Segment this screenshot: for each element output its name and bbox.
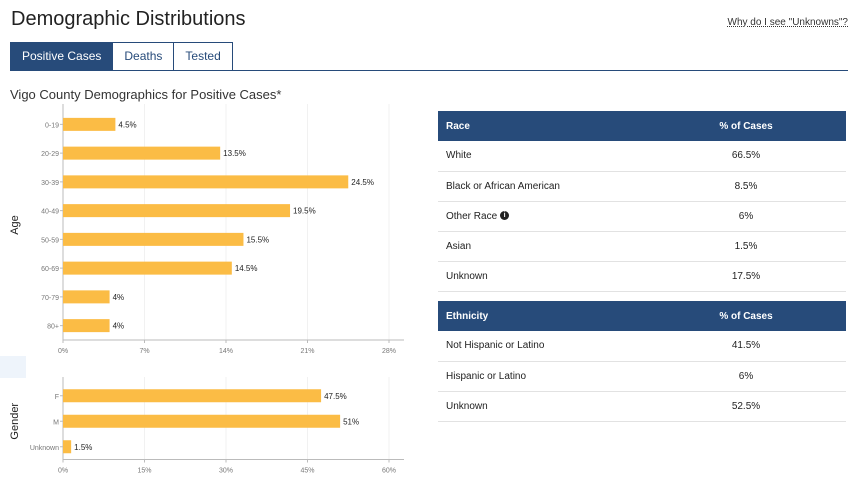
ethnicity-name: Hispanic or Latino: [438, 361, 646, 392]
data-label: 4%: [113, 322, 125, 331]
race-table: Race % of Cases White 66.5% Black or Afr…: [438, 111, 846, 292]
data-label: 13.5%: [223, 149, 246, 158]
data-label: 24.5%: [351, 178, 374, 187]
data-label: 19.5%: [293, 207, 316, 216]
tick-label: 21%: [300, 348, 314, 355]
bar: [63, 319, 110, 333]
data-label: 14.5%: [235, 264, 258, 273]
ethnicity-name: Unknown: [438, 391, 646, 422]
category-label: 40-49: [41, 209, 59, 216]
y-axis-title: Age: [9, 215, 21, 235]
category-label: 70-79: [41, 295, 59, 302]
tick-label: 15%: [137, 468, 151, 475]
category-label: F: [55, 394, 59, 401]
tab-deaths[interactable]: Deaths: [112, 42, 175, 71]
category-label: M: [53, 419, 59, 426]
info-icon[interactable]: i: [500, 211, 510, 221]
scroll-strip: [0, 356, 26, 378]
race-pct: 1.5%: [646, 231, 846, 262]
bar: [63, 232, 244, 246]
ethnicity-pct: 41.5%: [646, 331, 846, 362]
tick-label: 7%: [139, 348, 149, 355]
race-name: Other Race: [446, 210, 498, 222]
data-label: 4.5%: [118, 120, 136, 129]
bar: [63, 117, 116, 131]
tick-label: 60%: [382, 468, 396, 475]
bar: [63, 261, 232, 275]
ethnicity-column-header: Ethnicity: [438, 301, 646, 331]
bar: [63, 290, 110, 304]
tick-label: 30%: [219, 468, 233, 475]
category-label: Unknown: [30, 445, 59, 452]
category-label: 0-19: [45, 122, 59, 129]
table-row: Not Hispanic or Latino 41.5%: [438, 331, 846, 362]
page-title: Demographic Distributions: [11, 8, 246, 30]
tick-label: 14%: [219, 348, 233, 355]
table-row: Black or African American 8.5%: [438, 171, 846, 202]
bar: [63, 146, 221, 160]
category-label: 60-69: [41, 266, 59, 273]
tick-label: 0%: [58, 348, 68, 355]
age-chart: 0-19 4.5% 20-29 13.5% 30-39 24.5% 40-49 19.5% 50…: [9, 104, 404, 355]
race-pct-column-header: % of Cases: [646, 111, 846, 141]
table-row: Unknown 17.5%: [438, 261, 846, 292]
tab-positive-cases[interactable]: Positive Cases: [10, 42, 114, 71]
table-row: Other Race i 6%: [438, 201, 846, 232]
race-table-header: Race % of Cases: [438, 111, 846, 141]
race-name: Unknown: [438, 261, 646, 292]
tick-label: 28%: [382, 348, 396, 355]
race-pct: 66.5%: [646, 141, 846, 172]
table-row: Hispanic or Latino 6%: [438, 361, 846, 392]
table-row: White 66.5%: [438, 141, 846, 172]
data-label: 1.5%: [74, 443, 92, 452]
race-pct: 8.5%: [646, 171, 846, 202]
bar: [63, 175, 349, 189]
category-label: 30-39: [41, 180, 59, 187]
category-label: 20-29: [41, 151, 59, 158]
gender-chart: F 47.5% M 51% Unknown 1.5% 0% 15% 30% 45% 60% Gende…: [9, 377, 404, 475]
ethnicity-pct-column-header: % of Cases: [646, 301, 846, 331]
race-column-header: Race: [438, 111, 646, 141]
bar: [63, 389, 322, 403]
ethnicity-pct: 6%: [646, 361, 846, 392]
race-name: Asian: [438, 231, 646, 262]
bar: [63, 440, 72, 454]
ethnicity-pct: 52.5%: [646, 391, 846, 422]
race-name: Black or African American: [438, 171, 646, 202]
table-row: Asian 1.5%: [438, 231, 846, 262]
ethnicity-table-header: Ethnicity % of Cases: [438, 301, 846, 331]
data-label: 4%: [113, 293, 125, 302]
bar: [63, 204, 291, 218]
data-label: 51%: [343, 417, 359, 426]
data-label: 15.5%: [246, 235, 269, 244]
section-title: Vigo County Demographics for Positive Ca…: [10, 87, 282, 102]
unknowns-help-link[interactable]: Why do I see "Unknowns"?: [727, 17, 849, 28]
y-axis-title: Gender: [9, 403, 21, 440]
race-pct: 6%: [646, 201, 846, 232]
race-name-cell: Other Race i: [438, 201, 646, 232]
tab-bar: Positive Cases Deaths Tested: [10, 42, 233, 71]
table-row: Unknown 52.5%: [438, 391, 846, 422]
ethnicity-table: Ethnicity % of Cases Not Hispanic or Lat…: [438, 301, 846, 422]
tab-divider: [10, 70, 848, 71]
bar: [63, 414, 341, 428]
category-label: 80+: [47, 324, 59, 331]
race-name: White: [438, 141, 646, 172]
ethnicity-name: Not Hispanic or Latino: [438, 331, 646, 362]
category-label: 50-59: [41, 237, 59, 244]
tab-tested[interactable]: Tested: [173, 42, 233, 71]
race-pct: 17.5%: [646, 261, 846, 292]
tick-label: 0%: [58, 468, 68, 475]
tick-label: 45%: [300, 468, 314, 475]
data-label: 47.5%: [324, 392, 347, 401]
